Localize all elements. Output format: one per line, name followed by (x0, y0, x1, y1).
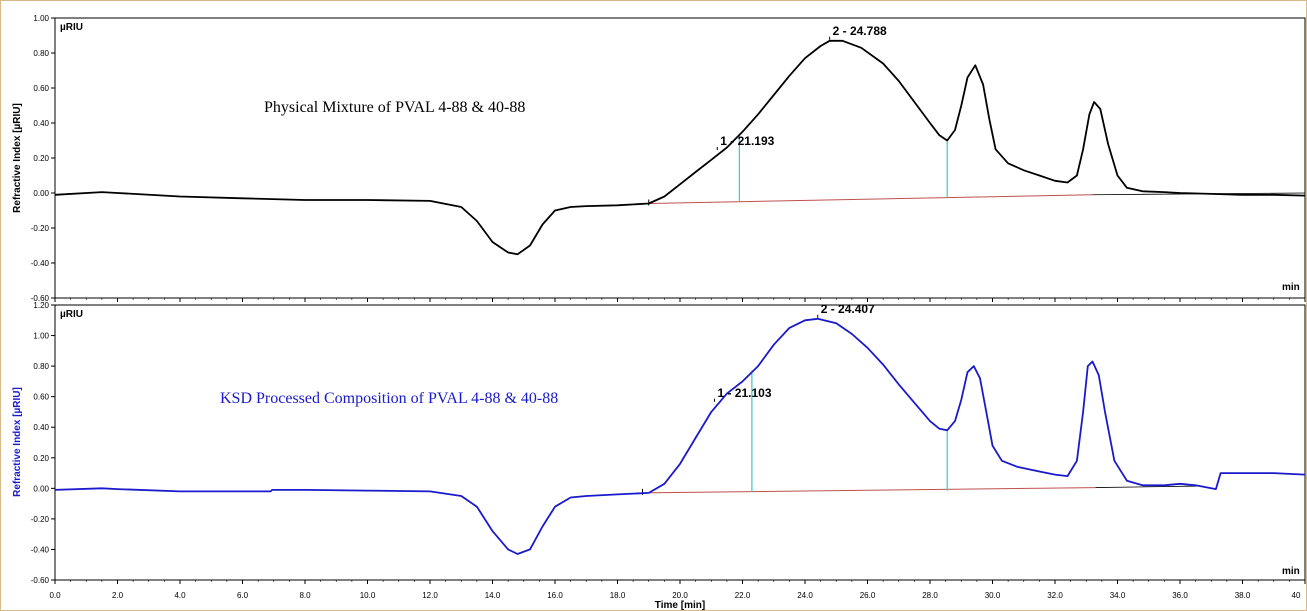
x-tick-label: 12.0 (422, 591, 438, 600)
bottom-caption: KSD Processed Composition of PVAL 4-88 &… (220, 390, 558, 407)
top-y-tick-label: 0.00 (33, 189, 49, 198)
x-tick-label: 36.0 (1172, 591, 1188, 600)
top-y-tick-label: -0.20 (31, 224, 50, 233)
bottom-baseline-segment-black (1095, 485, 1199, 488)
top-trace-line (54, 39, 1306, 256)
bottom-y-tick-label: 0.40 (33, 423, 49, 432)
bottom-peak-markers (751, 370, 948, 493)
top-plot-area (54, 17, 1306, 299)
top-y-tick-label: 0.80 (33, 49, 49, 58)
bottom-x-unit-label: min (1282, 566, 1300, 577)
top-peak-labels: 1 - 21.193 2 - 24.788 (716, 24, 887, 150)
top-y-tick-label: 0.20 (33, 154, 49, 163)
x-tick-label: 8.0 (299, 591, 311, 600)
bottom-y-tick-label: -0.40 (31, 545, 50, 554)
bottom-y-tick-label: -0.60 (31, 576, 50, 585)
x-tick-label: 4.0 (174, 591, 186, 600)
x-tick-label: 0.0 (49, 591, 61, 600)
bottom-y-axis-label: Refractive Index [µRIU] (12, 387, 23, 497)
top-caption: Physical Mixture of PVAL 4-88 & 40-88 (264, 99, 525, 116)
x-tick-label: 30.0 (985, 591, 1001, 600)
x-tick-label: 22.0 (735, 591, 751, 600)
x-tick-label: 10.0 (360, 591, 376, 600)
top-y-ticks: 1.00 0.80 0.60 0.40 0.20 0.00 -0.20 -0.40 -0.60 (31, 14, 55, 303)
bottom-baseline-segment-red (642, 487, 1096, 494)
bottom-peak-label: 1 - 21.103 (717, 386, 771, 400)
top-y-axis-label: Refractive Index [µRIU] (12, 103, 23, 213)
x-tick-label: 14.0 (485, 591, 501, 600)
top-peak-markers (738, 133, 948, 201)
top-y-tick-label: 1.00 (33, 14, 49, 23)
bottom-unit-label: µRIU (60, 309, 83, 320)
x-tick-label: 24.0 (797, 591, 813, 600)
top-peak-label: 1 - 21.193 (720, 134, 774, 148)
x-tick-label: 28.0 (922, 591, 938, 600)
bottom-y-tick-label: 0.00 (33, 484, 49, 493)
x-tick-label: 34.0 (1110, 591, 1126, 600)
bottom-peak-label: 2 - 24.407 (821, 302, 875, 316)
top-x-unit-label: min (1282, 282, 1300, 293)
top-baseline-segment-red (648, 194, 1093, 204)
top-y-tick-label: 0.60 (33, 84, 49, 93)
bottom-y-tick-label: 0.20 (33, 454, 49, 463)
top-y-tick-label: 0.40 (33, 119, 49, 128)
top-y-tick-label: -0.60 (31, 294, 50, 303)
bottom-plot-area (54, 304, 1306, 581)
bottom-panel: µRIU min Refractive Index [µRIU] KSD Pro… (12, 301, 1306, 585)
bottom-y-tick-label: 0.60 (33, 393, 49, 402)
x-tick-label: 18.0 (610, 591, 626, 600)
bottom-y-ticks: 1.20 1.00 0.80 0.60 0.40 0.20 0.00 -0.20 -0.40 -0… (31, 301, 55, 585)
x-tick-label: 2.0 (112, 591, 124, 600)
x-tick-label: 40 (1292, 591, 1301, 600)
bottom-trace-line (54, 317, 1306, 555)
bottom-y-tick-label: -0.20 (31, 515, 50, 524)
x-axis-label: Time [min] (655, 600, 705, 611)
x-tick-label: 26.0 (860, 591, 876, 600)
x-tick-label: 32.0 (1047, 591, 1063, 600)
bottom-y-tick-label: 1.20 (33, 301, 49, 310)
bottom-y-tick-label: 0.80 (33, 362, 49, 371)
top-peak-label: 2 - 24.788 (833, 24, 887, 38)
top-unit-label: µRIU (60, 22, 83, 33)
bottom-peak-labels: 1 - 21.103 2 - 24.407 (713, 302, 875, 402)
bottom-y-tick-label: 1.00 (33, 332, 49, 341)
top-panel: µRIU min Refractive Index [µRIU] Physica… (12, 14, 1306, 303)
x-tick-label: 38.0 (1235, 591, 1251, 600)
x-tick-label: 6.0 (237, 591, 249, 600)
top-y-tick-label: -0.40 (31, 259, 50, 268)
x-tick-label: 16.0 (547, 591, 563, 600)
x-tick-label: 20.0 (672, 591, 688, 600)
x-axis-ticks: 0.0 2.0 4.0 6.0 8.0 10.0 12.0 14.0 16.0 18.0 20.0 2… (49, 298, 1306, 600)
